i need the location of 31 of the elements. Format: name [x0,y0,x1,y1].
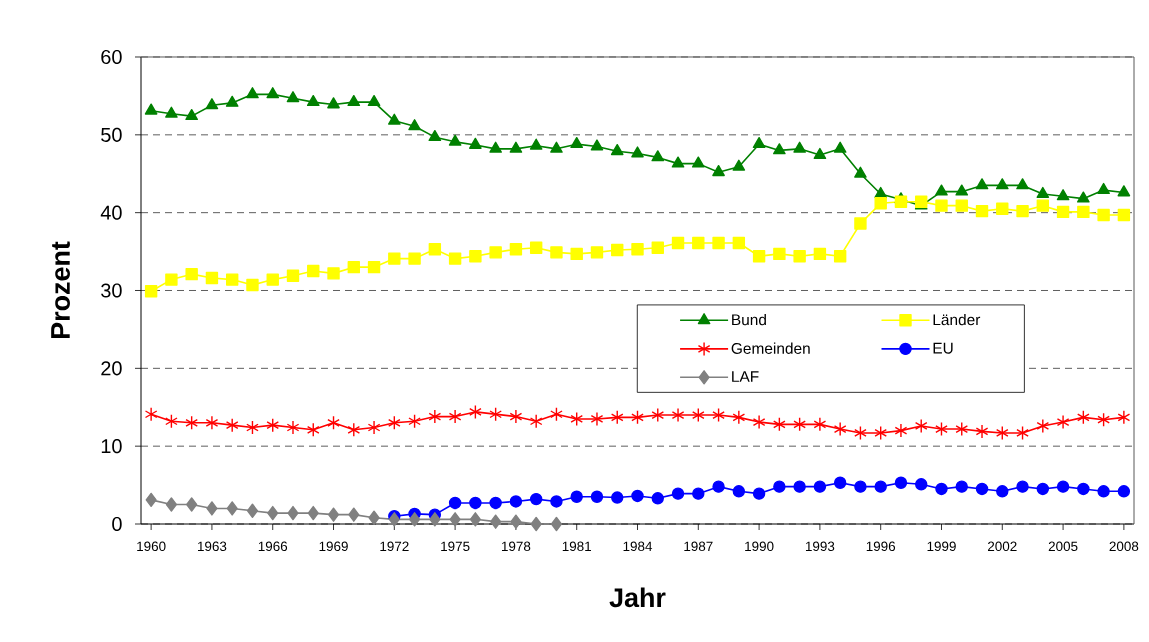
legend-label: Gemeinden [731,342,810,354]
x-tick-label: 1990 [745,541,774,552]
y-tick-label: 0 [112,516,122,532]
x-tick-label: 1993 [805,541,835,552]
legend-label: Länder [933,313,981,326]
x-tick-label: 1966 [258,541,288,552]
legend-label: EU [933,342,953,354]
x-tick-label: 1963 [198,541,227,552]
x-axis-title: Jahr [609,587,666,608]
x-tick-label: 1981 [562,541,592,552]
y-tick-label: 50 [101,127,122,142]
x-tick-label: 1987 [684,541,713,552]
x-tick-label: 1996 [866,541,896,552]
x-tick-label: 1975 [441,541,470,552]
legend-label: LAF [732,371,759,382]
x-tick-label: 1999 [927,541,956,552]
x-tick-label: 1972 [380,541,409,552]
y-tick-label: 20 [101,361,122,376]
y-tick-label: 60 [101,49,122,65]
legend-label: Bund [732,313,766,326]
x-tick-label: 2002 [987,541,1017,552]
y-tick-label: 10 [101,439,122,454]
x-tick-label: 1984 [623,541,653,552]
x-tick-label: 2008 [1109,541,1139,552]
x-tick-label: 1978 [501,541,531,552]
y-axis-title: Prozent [51,241,70,339]
x-tick-label: 2005 [1048,541,1078,552]
y-tick-label: 30 [101,283,122,298]
x-tick-label: 1969 [319,541,348,552]
y-tick-label: 40 [100,205,122,220]
x-tick-label: 1960 [137,541,166,552]
